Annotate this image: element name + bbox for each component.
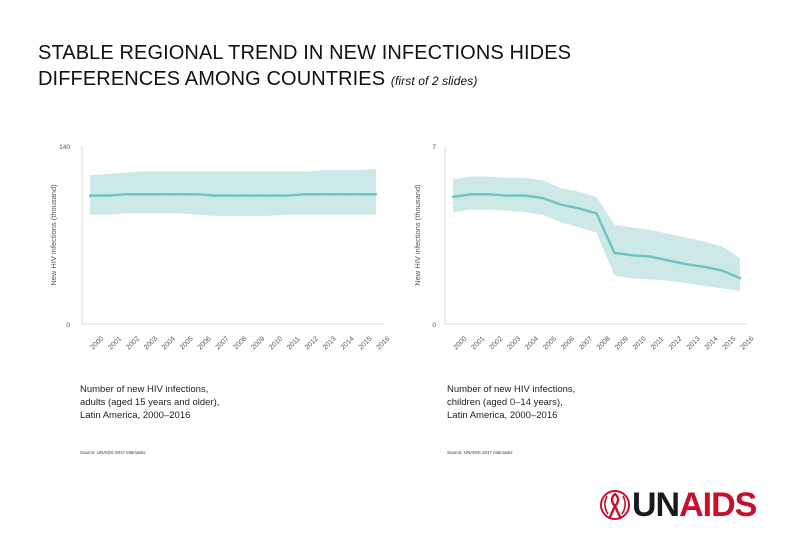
children-data-point bbox=[684, 263, 688, 266]
children-y-tick-label: 7 bbox=[432, 144, 436, 151]
slide-title: STABLE REGIONAL TREND IN NEW INFECTIONS … bbox=[38, 40, 778, 94]
children-x-tick-label: 2001 bbox=[470, 335, 486, 351]
wordmark-aids: AIDS bbox=[679, 486, 757, 524]
adults-data-point bbox=[196, 193, 199, 196]
children-x-tick-label: 2005 bbox=[542, 335, 558, 351]
adults-data-point bbox=[285, 194, 288, 197]
children-x-tick-label: 2011 bbox=[650, 336, 666, 352]
children-data-point bbox=[613, 251, 616, 254]
adults-data-point bbox=[178, 193, 181, 196]
adults-data-point bbox=[88, 194, 92, 197]
children-data-point bbox=[720, 269, 724, 272]
children-x-tick-label: 2015 bbox=[722, 335, 738, 351]
children-data-point bbox=[469, 193, 473, 196]
adults-x-tick-label: 2008 bbox=[232, 335, 248, 351]
children-x-tick-label: 2008 bbox=[596, 335, 612, 351]
adults-x-tick-label: 2002 bbox=[125, 335, 141, 351]
children-x-tick-label: 2002 bbox=[488, 335, 504, 351]
title-line-2: DIFFERENCES AMONG COUNTRIES (first of 2 … bbox=[38, 66, 778, 94]
children-data-point bbox=[505, 194, 509, 197]
children-data-point bbox=[595, 212, 598, 215]
adults-x-tick-label: 2012 bbox=[304, 335, 320, 351]
children-data-point bbox=[702, 265, 706, 268]
children-x-tick-label: 2007 bbox=[578, 335, 594, 351]
adults-x-tick-label: 2014 bbox=[340, 335, 356, 351]
children-data-point bbox=[631, 254, 634, 257]
children-data-point bbox=[738, 277, 742, 280]
title-line-1: STABLE REGIONAL TREND IN NEW INFECTIONS … bbox=[38, 42, 572, 64]
adults-x-tick-label: 2000 bbox=[89, 335, 105, 351]
children-uncertainty-band bbox=[453, 176, 740, 291]
children-caption-line: children (aged 0–14 years), bbox=[447, 397, 563, 408]
adults-data-point bbox=[303, 193, 306, 196]
children-x-tick-label: 2009 bbox=[614, 335, 630, 351]
children-caption-line: Latin America, 2000–2016 bbox=[447, 410, 558, 421]
children-caption-line: Number of new HIV infections, bbox=[447, 384, 576, 395]
adults-data-point bbox=[374, 193, 378, 196]
children-x-tick-label: 2010 bbox=[632, 335, 648, 351]
adults-y-tick-label: 140 bbox=[59, 144, 70, 151]
children-data-point bbox=[487, 193, 491, 196]
adults-data-point bbox=[124, 193, 127, 196]
children-y-tick-label: 0 bbox=[432, 322, 436, 329]
children-x-tick-label: 2006 bbox=[560, 335, 576, 351]
adults-caption: Number of new HIV infections, adults (ag… bbox=[80, 383, 300, 422]
unaids-logo: UNAIDS bbox=[598, 485, 757, 525]
children-x-tick-label: 2013 bbox=[686, 335, 702, 351]
adults-x-tick-label: 2003 bbox=[143, 335, 159, 351]
adults-data-point bbox=[142, 193, 145, 196]
adults-x-tick-label: 2010 bbox=[268, 335, 284, 351]
children-data-point bbox=[577, 207, 580, 210]
adults-uncertainty-band bbox=[90, 168, 376, 216]
adults-caption-line: Latin America, 2000–2016 bbox=[80, 410, 191, 421]
title-line-2-text: DIFFERENCES AMONG COUNTRIES bbox=[38, 68, 386, 90]
adults-x-tick-label: 2004 bbox=[161, 335, 177, 351]
adults-x-tick-label: 2016 bbox=[375, 335, 391, 351]
children-data-point bbox=[523, 194, 526, 197]
children-data-point bbox=[667, 259, 670, 262]
adults-y-tick-label: 0 bbox=[66, 322, 70, 329]
children-caption: Number of new HIV infections, children (… bbox=[447, 383, 667, 422]
children-source: Source: UNAIDS 2017 estimates bbox=[447, 450, 513, 455]
adults-data-point bbox=[321, 193, 324, 196]
children-x-tick-label: 2016 bbox=[739, 335, 755, 351]
children-data-point bbox=[649, 255, 652, 258]
adults-y-axis-label: New HIV infections (thousand) bbox=[49, 184, 58, 286]
title-suffix: (first of 2 slides) bbox=[390, 74, 478, 88]
children-data-point bbox=[451, 195, 455, 199]
children-x-tick-label: 2004 bbox=[524, 335, 540, 351]
adults-source: Source: UNAIDS 2017 estimates bbox=[80, 450, 146, 455]
adults-caption-line: adults (aged 15 years and older), bbox=[80, 397, 220, 408]
adults-x-tick-label: 2005 bbox=[179, 335, 195, 351]
red-ribbon-globe-icon bbox=[600, 490, 630, 520]
adults-data-point bbox=[249, 194, 253, 197]
children-y-axis-label: New HIV infections (thousand) bbox=[413, 184, 422, 286]
adults-x-tick-label: 2009 bbox=[250, 335, 266, 351]
adults-x-tick-label: 2007 bbox=[215, 335, 231, 351]
adults-data-point bbox=[231, 194, 235, 197]
adults-data-point bbox=[106, 194, 110, 197]
adults-data-point bbox=[160, 193, 163, 196]
children-data-point bbox=[559, 203, 562, 206]
children-data-point bbox=[541, 196, 544, 200]
adults-caption-line: Number of new HIV infections, bbox=[80, 384, 209, 395]
wordmark-un: UN bbox=[632, 486, 680, 524]
adults-data-point bbox=[213, 194, 217, 197]
unaids-wordmark: UNAIDS bbox=[632, 485, 757, 525]
children-x-tick-label: 2000 bbox=[452, 335, 468, 351]
adults-data-point bbox=[267, 194, 270, 197]
adults-x-tick-label: 2011 bbox=[286, 336, 302, 352]
adults-x-tick-label: 2013 bbox=[322, 335, 338, 351]
adults-data-point bbox=[339, 193, 342, 196]
adults-data-point bbox=[356, 193, 360, 196]
adults-x-tick-label: 2015 bbox=[358, 335, 374, 351]
children-x-tick-label: 2003 bbox=[506, 335, 522, 351]
adults-x-tick-label: 2001 bbox=[107, 335, 123, 351]
adults-x-tick-label: 2006 bbox=[197, 335, 213, 351]
children-x-tick-label: 2012 bbox=[668, 335, 684, 351]
children-x-tick-label: 2014 bbox=[704, 335, 720, 351]
